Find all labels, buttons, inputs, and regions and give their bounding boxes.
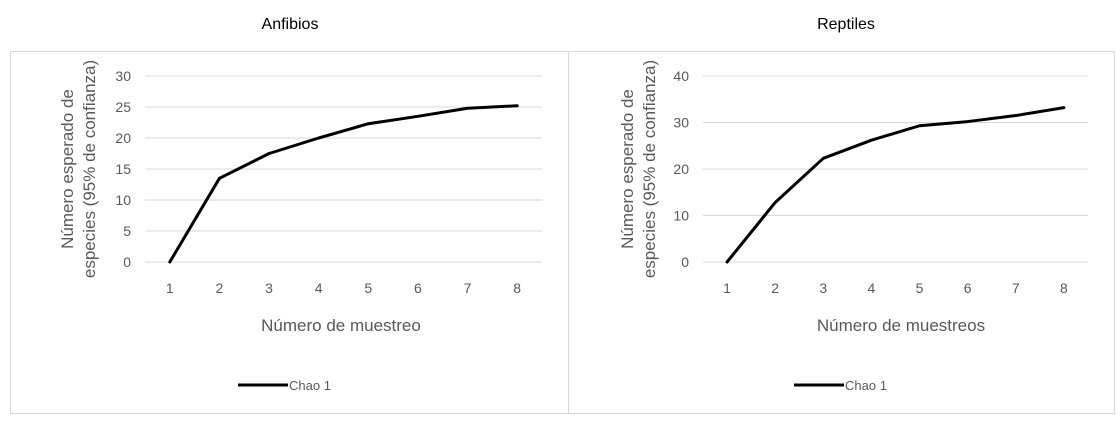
x-axis-title-anfibios: Número de muestreo xyxy=(261,316,421,335)
x-tick-label-reptiles: 1 xyxy=(723,280,731,296)
series-line-anfibios xyxy=(168,104,519,264)
y-tick-label-anfibios: 30 xyxy=(115,68,131,84)
y-tick-label-anfibios: 0 xyxy=(123,254,131,270)
y-tick-label-anfibios: 20 xyxy=(115,130,131,146)
x-tick-label-anfibios: 6 xyxy=(414,280,422,296)
x-tick-label-reptiles: 8 xyxy=(1060,280,1068,296)
x-axis-title-reptiles: Número de muestreos xyxy=(817,316,985,335)
series-line-reptiles xyxy=(725,106,1066,264)
y-tick-label-reptiles: 0 xyxy=(681,254,689,270)
x-tick-label-reptiles: 4 xyxy=(868,280,876,296)
x-tick-label-reptiles: 2 xyxy=(771,280,779,296)
chart-title-anfibios: Anfibios xyxy=(262,16,319,33)
y-tick-label-anfibios: 25 xyxy=(115,99,131,115)
chart-frame-reptiles xyxy=(568,51,1115,414)
y-tick-label-reptiles: 20 xyxy=(673,161,689,177)
x-tick-label-reptiles: 5 xyxy=(916,280,924,296)
x-tick-label-anfibios: 5 xyxy=(364,280,372,296)
y-tick-label-reptiles: 40 xyxy=(673,68,689,84)
y-tick-label-anfibios: 15 xyxy=(115,161,131,177)
x-tick-label-reptiles: 3 xyxy=(819,280,827,296)
y-tick-label-reptiles: 10 xyxy=(673,208,689,224)
x-tick-label-anfibios: 7 xyxy=(464,280,472,296)
x-tick-label-anfibios: 2 xyxy=(216,280,224,296)
chart-title-reptiles: Reptiles xyxy=(817,16,875,33)
x-tick-label-anfibios: 3 xyxy=(265,280,273,296)
x-tick-label-anfibios: 4 xyxy=(315,280,323,296)
y-axis-title-anfibios: Número esperado de xyxy=(58,89,77,249)
y-axis-title-reptiles: especies (95% de confianza) xyxy=(640,60,659,278)
x-tick-label-reptiles: 6 xyxy=(964,280,972,296)
x-tick-label-anfibios: 1 xyxy=(166,280,174,296)
legend-label-anfibios: Chao 1 xyxy=(289,378,331,393)
y-tick-label-anfibios: 10 xyxy=(115,192,131,208)
y-tick-label-reptiles: 30 xyxy=(673,115,689,131)
x-tick-label-anfibios: 8 xyxy=(513,280,521,296)
x-tick-label-reptiles: 7 xyxy=(1012,280,1020,296)
y-axis-title-anfibios: especies (95% de confianza) xyxy=(80,60,99,278)
y-tick-label-anfibios: 5 xyxy=(123,223,131,239)
legend-label-reptiles: Chao 1 xyxy=(845,378,887,393)
y-axis-title-reptiles: Número esperado de xyxy=(618,89,637,249)
